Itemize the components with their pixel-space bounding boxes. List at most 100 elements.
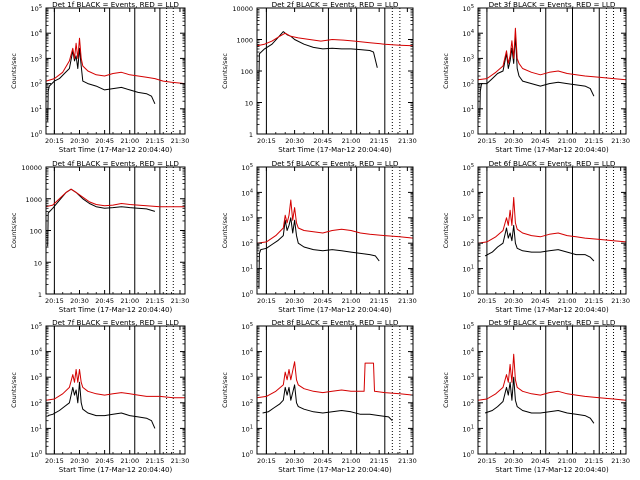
- chart-panel-4: Det 4f BLACK = Events, RED = LLD 1 10 100 10…: [10, 159, 189, 314]
- plot-frame: [45, 325, 186, 455]
- y-tick-label: 102: [463, 80, 474, 89]
- y-tick-label: 103: [463, 54, 474, 63]
- x-axis-label: Start Time (17-Mar-12 20:04:40): [278, 146, 392, 154]
- y-tick-label: 103: [463, 373, 474, 382]
- events-series-line: [484, 224, 595, 262]
- x-tick-label: 20:30: [70, 137, 89, 145]
- y-axis-label: Counts/sec: [10, 372, 18, 408]
- events-series-line: [258, 217, 380, 289]
- plot-frame: [256, 7, 414, 135]
- x-tick-label: 21:30: [398, 137, 417, 145]
- x-tick-label: 20:15: [45, 137, 64, 145]
- chart-title: Det 8f BLACK = Events, RED = LLD: [272, 318, 399, 327]
- chart-panel-7: Det 7f BLACK = Events, RED = LLD 100 101 10…: [10, 318, 189, 474]
- chart-title: Det 6f BLACK = Events, RED = LLD: [489, 159, 616, 168]
- x-tick-label: 20:45: [95, 297, 114, 305]
- x-tick-label: 21:00: [558, 297, 577, 305]
- y-axis-label: Counts/sec: [221, 212, 229, 248]
- y-tick-label: 100: [463, 450, 474, 459]
- y-tick-label: 10000: [21, 164, 42, 172]
- y-tick-label: 105: [463, 4, 474, 13]
- x-tick-label: 21:15: [145, 297, 164, 305]
- x-tick-label: 21:30: [171, 297, 190, 305]
- y-tick-label: 100: [242, 450, 253, 459]
- y-tick-label: 100: [30, 228, 42, 236]
- y-tick-label: 104: [242, 348, 253, 357]
- y-tick-label: 103: [242, 373, 253, 382]
- x-tick-label: 21:15: [145, 457, 164, 465]
- events-series-line: [484, 376, 595, 424]
- y-axis-label: Counts/sec: [10, 53, 18, 89]
- x-tick-label: 21:30: [398, 297, 417, 305]
- y-tick-label: 104: [31, 348, 42, 357]
- x-tick-label: 20:45: [95, 457, 114, 465]
- x-tick-label: 20:45: [313, 137, 332, 145]
- x-axis-label: Start Time (17-Mar-12 20:04:40): [59, 306, 173, 314]
- x-tick-label: 20:15: [478, 457, 497, 465]
- lld-series-line: [477, 353, 627, 401]
- chart-title: Det 3f BLACK = Events, RED = LLD: [489, 0, 616, 9]
- y-tick-label: 100: [31, 450, 42, 459]
- y-tick-label: 103: [31, 373, 42, 382]
- chart-panel-5: Det 5f BLACK = Events, RED = LLD 100 101 10…: [221, 159, 417, 314]
- y-tick-label: 104: [31, 29, 42, 38]
- chart-panel-6: Det 6f BLACK = Events, RED = LLD 100 101 10…: [442, 159, 630, 314]
- y-tick-label: 102: [31, 399, 42, 408]
- lld-series-line: [45, 37, 186, 85]
- plot-frame: [45, 7, 186, 135]
- x-tick-label: 20:45: [531, 297, 550, 305]
- chart-title: Det 9f BLACK = Events, RED = LLD: [489, 318, 616, 327]
- y-tick-label: 105: [463, 163, 474, 172]
- plot-frame: [45, 166, 186, 295]
- x-tick-label: 21:00: [120, 297, 139, 305]
- chart-title: Det 2f BLACK = Events, RED = LLD: [272, 0, 399, 9]
- events-series-line: [47, 188, 156, 247]
- y-tick-label: 103: [242, 214, 253, 223]
- x-tick-label: 20:45: [313, 297, 332, 305]
- events-series-line: [47, 47, 156, 122]
- x-tick-label: 20:30: [504, 457, 523, 465]
- y-axis-label: Counts/sec: [10, 212, 18, 248]
- y-tick-label: 104: [242, 188, 253, 197]
- x-tick-label: 21:30: [611, 457, 630, 465]
- x-tick-label: 20:30: [504, 297, 523, 305]
- y-tick-label: 100: [242, 290, 253, 299]
- x-tick-label: 21:00: [342, 297, 361, 305]
- chart-title: Det 4f BLACK = Events, RED = LLD: [52, 159, 179, 168]
- x-tick-label: 20:30: [504, 137, 523, 145]
- x-tick-label: 21:15: [585, 297, 604, 305]
- chart-panel-1: Det 1f BLACK = Events, RED = LLD 100 101 10…: [10, 0, 189, 154]
- x-tick-label: 20:45: [531, 457, 550, 465]
- x-axis-label: Start Time (17-Mar-12 20:04:40): [278, 306, 392, 314]
- x-tick-label: 21:30: [171, 457, 190, 465]
- lld-series-line: [256, 199, 414, 244]
- y-tick-label: 102: [242, 239, 253, 248]
- x-tick-label: 21:15: [585, 137, 604, 145]
- x-tick-label: 21:00: [120, 457, 139, 465]
- chart-panel-8: Det 8f BLACK = Events, RED = LLD 100 101 10…: [221, 318, 417, 474]
- x-tick-label: 20:45: [95, 137, 114, 145]
- x-tick-label: 21:00: [558, 137, 577, 145]
- plot-frame: [256, 166, 414, 295]
- x-tick-label: 20:15: [257, 457, 276, 465]
- lld-series-line: [477, 197, 627, 244]
- plot-frame: [477, 7, 627, 135]
- plot-frame: [256, 325, 414, 455]
- y-axis-label: Counts/sec: [442, 212, 450, 248]
- y-tick-label: 103: [463, 214, 474, 223]
- x-tick-label: 20:15: [257, 297, 276, 305]
- y-tick-label: 105: [463, 322, 474, 331]
- y-tick-label: 100: [463, 290, 474, 299]
- y-tick-label: 101: [242, 265, 253, 274]
- y-tick-label: 105: [31, 4, 42, 13]
- chart-panel-2: Det 2f BLACK = Events, RED = LLD 1 10 100 10…: [221, 0, 417, 154]
- y-tick-label: 1: [38, 291, 42, 299]
- x-tick-label: 21:15: [370, 297, 389, 305]
- plot-frame: [477, 166, 627, 295]
- y-tick-label: 10: [34, 259, 42, 267]
- x-tick-label: 20:45: [313, 457, 332, 465]
- x-tick-label: 21:30: [171, 137, 190, 145]
- x-tick-label: 21:00: [342, 137, 361, 145]
- y-tick-label: 100: [463, 130, 474, 139]
